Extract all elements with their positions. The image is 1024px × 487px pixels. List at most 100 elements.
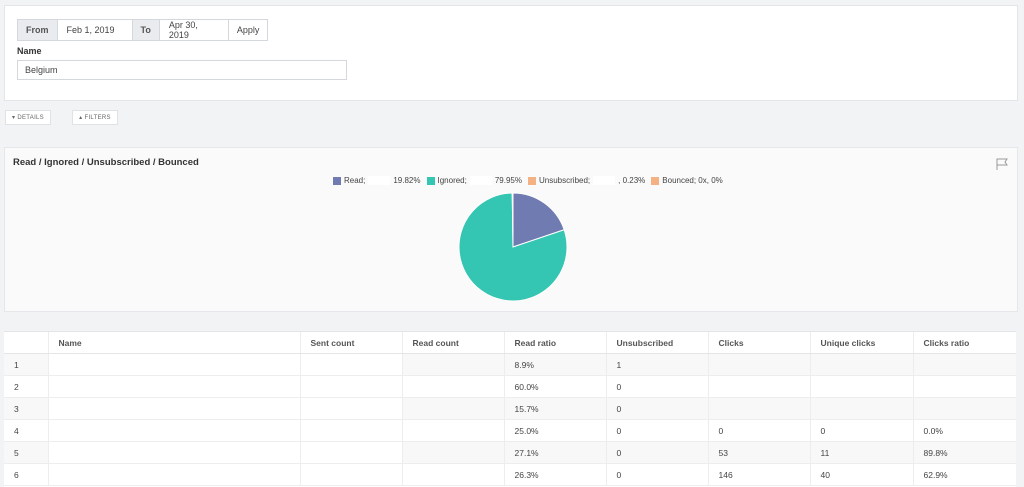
cell-unsubscribed: 0 [606,441,709,464]
cell-sent-count [300,397,403,420]
legend-item-ignored[interactable]: Ignored; 79.95% [426,176,522,185]
chart-legend: Read; 19.82% Ignored; 79.95% Unsubscribe… [333,176,723,185]
pie-chart [458,192,568,302]
cell-sent-count [300,353,403,376]
cell-sent-count [300,441,403,464]
cell-name [48,463,301,486]
table-row[interactable]: 1 8.9% 1 [4,353,1016,376]
legend-item-unsubscribed[interactable]: Unsubscribed; , 0.23% [528,176,645,185]
filters-toggle-button[interactable]: ▴ FILTERS [72,110,118,125]
table-row[interactable]: 3 15.7% 0 [4,397,1016,420]
cell-sent-count [300,419,403,442]
stats-table-container: Name Sent count Read count Read ratio Unsubs… [4,331,1016,487]
legend-value-unsubscribed: , 0.23% [618,176,646,185]
legend-item-read[interactable]: Read; 19.82% [333,176,421,185]
legend-swatch-ignored [426,176,435,185]
cell-read-count [402,375,505,398]
cell-read-ratio: 25.0% [504,419,607,442]
caret-down-icon: ▾ [12,115,16,121]
column-header-clicks-ratio[interactable]: Clicks ratio [913,332,1016,354]
to-label: To [131,20,159,40]
table-row[interactable]: 6 26.3% 0 146 40 62.9% [4,463,1016,486]
from-label: From [18,20,57,40]
chart-panel: Read / Ignored / Unsubscribed / Bounced … [4,147,1018,312]
pie-slice-unsubscribed[interactable] [511,192,514,248]
cell-index: 2 [4,375,49,398]
legend-swatch-bounced [651,176,660,185]
cell-unique-clicks: 11 [810,441,914,464]
cell-clicks-ratio [913,397,1016,420]
chart-title: Read / Ignored / Unsubscribed / Bounced [13,157,199,168]
column-header-unsubscribed[interactable]: Unsubscribed [606,332,709,354]
pie-slice-read[interactable] [512,192,565,248]
cell-clicks [708,353,811,376]
flag-icon[interactable] [995,158,1009,170]
cell-sent-count [300,375,403,398]
column-header-index[interactable] [4,332,49,354]
column-header-name[interactable]: Name [48,332,301,354]
cell-read-count [402,397,505,420]
cell-clicks [708,375,811,398]
cell-clicks-ratio [913,375,1016,398]
cell-clicks-ratio: 62.9% [913,463,1016,486]
cell-read-ratio: 60.0% [504,375,607,398]
cell-read-ratio: 27.1% [504,441,607,464]
cell-index: 5 [4,441,49,464]
cell-clicks-ratio: 0.0% [913,419,1016,442]
caret-up-icon: ▴ [79,115,83,121]
cell-name [48,375,301,398]
legend-value-ignored: 79.95% [494,176,522,185]
cell-clicks: 146 [708,463,811,486]
from-date-input[interactable]: Feb 1, 2019 [56,20,132,40]
legend-swatch-read [333,176,341,185]
cell-read-ratio: 8.9% [504,353,607,376]
cell-clicks: 53 [708,441,811,464]
table-row[interactable]: 5 27.1% 0 53 11 89.8% [4,441,1016,464]
toolbar: ▾ DETAILS ▴ FILTERS [0,108,1024,126]
cell-unsubscribed: 0 [606,419,709,442]
column-header-unique-clicks[interactable]: Unique clicks [810,332,914,354]
cell-clicks [708,397,811,420]
cell-unique-clicks [810,353,914,376]
name-input[interactable]: Belgium [17,60,347,80]
cell-sent-count [300,463,403,486]
cell-name [48,353,301,376]
cell-read-count [402,441,505,464]
cell-name [48,441,301,464]
cell-unsubscribed: 1 [606,353,709,376]
cell-unsubscribed: 0 [606,463,709,486]
cell-read-count [402,353,505,376]
cell-clicks: 0 [708,419,811,442]
filter-panel: From Feb 1, 2019 To Apr 30, 2019 Apply N… [4,5,1018,101]
cell-index: 1 [4,353,49,376]
details-toggle-button[interactable]: ▾ DETAILS [5,110,51,125]
table-row[interactable]: 4 25.0% 0 0 0 0.0% [4,419,1016,442]
column-header-read-ratio[interactable]: Read ratio [504,332,607,354]
cell-unsubscribed: 0 [606,397,709,420]
cell-unique-clicks [810,397,914,420]
column-header-read-count[interactable]: Read count [402,332,505,354]
column-header-clicks[interactable]: Clicks [708,332,811,354]
cell-name [48,397,301,420]
date-range-picker: From Feb 1, 2019 To Apr 30, 2019 Apply [17,19,269,41]
cell-unique-clicks: 40 [810,463,914,486]
cell-unique-clicks [810,375,914,398]
name-label: Name [17,46,42,56]
cell-name [48,419,301,442]
legend-label-read: Read; [344,176,366,185]
table-header-row: Name Sent count Read count Read ratio Unsubs… [4,332,1016,354]
to-date-input[interactable]: Apr 30, 2019 [158,20,228,40]
apply-button[interactable]: Apply [227,20,268,40]
legend-label-bounced: Bounced; 0x, 0% [662,176,723,185]
legend-item-bounced[interactable]: Bounced; 0x, 0% [651,176,723,185]
legend-label-unsubscribed: Unsubscribed; [539,176,591,185]
cell-unique-clicks: 0 [810,419,914,442]
table-row[interactable]: 2 60.0% 0 [4,375,1016,398]
cell-clicks-ratio: 89.8% [913,441,1016,464]
column-header-sent-count[interactable]: Sent count [300,332,403,354]
stats-table: Name Sent count Read count Read ratio Unsubs… [4,332,1016,486]
cell-index: 6 [4,463,49,486]
legend-swatch-unsubscribed [528,176,536,185]
details-label: DETAILS [17,114,44,121]
legend-value-read: 19.82% [393,176,421,185]
